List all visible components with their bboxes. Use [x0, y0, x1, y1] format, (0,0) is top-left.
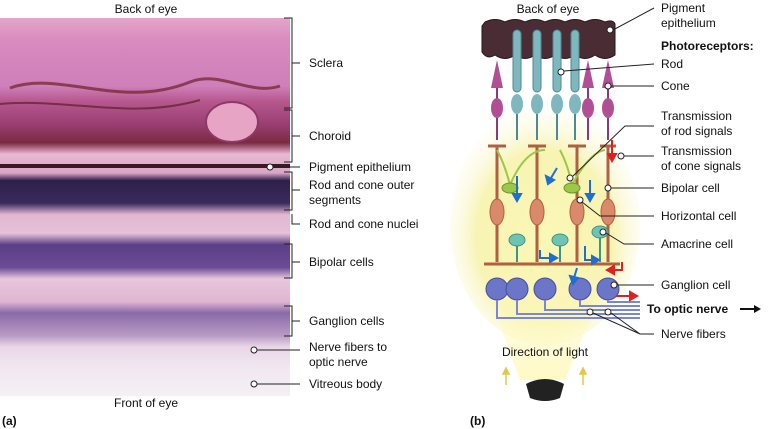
ganglion-bracket	[284, 305, 300, 337]
photoreceptors-heading: Photoreceptors:	[661, 39, 754, 53]
panel-b-label: (b)	[470, 414, 485, 428]
a-back-of-eye-label: Back of eye	[115, 2, 178, 16]
nuclei-leader	[291, 214, 300, 225]
b-ganglion-dot	[610, 281, 618, 289]
ganglion-cell	[596, 277, 620, 301]
light-source-icon	[526, 379, 564, 401]
rod-cell	[551, 29, 563, 140]
pigment-leader	[612, 7, 655, 31]
amacrine-label: Amacrine cell	[661, 237, 733, 251]
horizontal-cell	[563, 182, 581, 194]
rod-leader	[563, 63, 655, 72]
rod-label: Rod	[661, 57, 683, 71]
sclera-label: Sclera	[309, 56, 343, 70]
amacrine-cell	[508, 233, 526, 247]
b-back-of-eye-label: Back of eye	[517, 2, 580, 16]
cone-cell	[582, 60, 594, 140]
pigment-epithelium-dot	[266, 163, 274, 171]
rod-cell	[531, 29, 543, 140]
choroid-vessel	[0, 99, 201, 110]
cone-signals-label-1: Transmission	[661, 144, 732, 158]
rod-cell	[569, 29, 581, 140]
a-nerve-fibers-label-1: Nerve fibers to	[309, 340, 387, 354]
b-pigment-label-2: epithelium	[661, 16, 716, 30]
cone-signals-dot	[617, 152, 625, 160]
rod-signals-label-2: of rod signals	[661, 124, 732, 138]
ganglion-cell	[533, 277, 557, 301]
cone-signal-arrows	[604, 140, 640, 302]
rod-dot	[557, 68, 565, 76]
amacrine-cell	[551, 233, 569, 247]
light-arrows	[501, 366, 588, 385]
rod-signals-dot	[566, 174, 574, 182]
bipolar-cell	[489, 198, 505, 226]
b-pigment-label-1: Pigment	[661, 1, 706, 15]
cone-label: Cone	[661, 79, 690, 93]
nerve-fibers-b-dot-2	[604, 308, 612, 316]
horizontal-dot	[576, 196, 584, 204]
b-ganglion-label: Ganglion cell	[661, 278, 730, 292]
rod-signal-arrows	[511, 167, 602, 286]
cone-dot	[604, 82, 612, 90]
bipolar-cell	[600, 198, 616, 226]
direction-of-light-label: Direction of light	[502, 345, 589, 359]
cone-cell	[602, 60, 614, 140]
vitreous-label: Vitreous body	[309, 377, 382, 391]
a-nerve-fibers-label-2: optic nerve	[309, 355, 368, 369]
blood-vessel	[205, 101, 259, 143]
horizontal-cell-layer	[496, 149, 606, 194]
amacrine-leader	[605, 232, 654, 245]
vitreous-dot	[250, 380, 258, 388]
rod-signals-label-1: Transmission	[661, 109, 732, 123]
nerve-fibers-dot	[250, 346, 258, 354]
choroid-vessel	[9, 77, 281, 94]
horizontal-leader	[581, 201, 654, 217]
rod-cell	[511, 29, 523, 140]
a-bipolar-label: Bipolar cells	[309, 255, 374, 269]
choroid-bracket	[284, 109, 300, 163]
bipolar-cell	[529, 198, 545, 226]
cone-cell	[491, 60, 503, 140]
horizontal-label: Horizontal cell	[661, 209, 736, 223]
ganglion-cell	[505, 277, 529, 301]
pigment-band	[0, 164, 290, 168]
pigment-dot	[606, 26, 614, 34]
bipolar-bracket	[284, 243, 300, 279]
pigment-epithelium	[481, 19, 616, 59]
optic-nerve-arrow-icon	[740, 305, 761, 313]
a-pigment-epithelium-label: Pigment epithelium	[309, 160, 411, 174]
ganglion-cell	[485, 277, 509, 301]
a-ganglion-label: Ganglion cells	[309, 314, 384, 328]
cone-signals-label-2: of cone signals	[661, 159, 741, 173]
optic-nerve-label: To optic nerve	[647, 302, 728, 316]
a-front-of-eye-label: Front of eye	[114, 396, 178, 410]
photoreceptor-layer	[491, 29, 614, 140]
b-nerve-fibers-leader	[592, 312, 654, 335]
horizontal-cell	[501, 182, 519, 194]
nuclei-label: Rod and cone nuclei	[309, 217, 418, 231]
b-nerve-fibers-label: Nerve fibers	[661, 327, 726, 341]
b-bipolar-label: Bipolar cell	[661, 181, 720, 195]
panel-a-label: (a)	[2, 414, 17, 428]
sclera-bracket	[284, 17, 300, 109]
outer-segments-bracket	[284, 171, 300, 211]
outer-segments-label-2: segments	[309, 193, 361, 207]
histology-section	[0, 18, 290, 396]
amacrine-dot	[599, 228, 607, 236]
b-bipolar-dot	[604, 184, 612, 192]
rod-signals-leader	[572, 125, 654, 177]
choroid-label: Choroid	[309, 129, 351, 143]
outer-segments-label-1: Rod and cone outer	[309, 178, 414, 192]
nerve-fibers-b-dot	[586, 308, 594, 316]
